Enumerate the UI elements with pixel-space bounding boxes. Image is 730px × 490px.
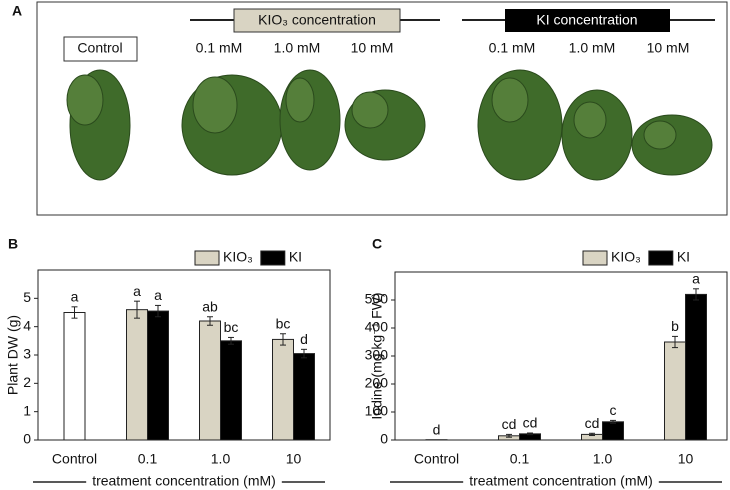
level-label: 0.1 mM	[489, 40, 536, 56]
ki-header-box	[505, 9, 670, 32]
x-tick-label: 0.1	[138, 451, 158, 467]
x-tick-label: 10	[286, 451, 302, 467]
significance-letter: cd	[502, 416, 517, 432]
y-tick-label: 0	[23, 431, 31, 447]
control-box	[63, 36, 138, 62]
panel-label: C	[372, 236, 382, 252]
bar	[199, 320, 221, 441]
plant-photos	[66, 69, 713, 181]
level-label: 0.1 mM	[196, 40, 243, 56]
significance-letter: cd	[585, 415, 600, 431]
bar	[126, 309, 148, 441]
kio3-header: KIO₃ concentration	[258, 12, 376, 28]
y-tick-label: 500	[365, 291, 389, 307]
significance-letter: ab	[202, 298, 218, 314]
significance-letter: a	[133, 283, 141, 299]
photo-frame	[36, 1, 728, 216]
y-tick-label: 2	[23, 374, 31, 390]
legend-label: KI	[677, 249, 690, 265]
panel-label: A	[12, 3, 22, 19]
significance-letter: c	[610, 402, 617, 418]
significance-letter: d	[433, 421, 441, 437]
bar	[272, 338, 294, 441]
significance-letter: b	[671, 318, 679, 334]
legend-label: KI	[289, 249, 302, 265]
y-tick-label: 400	[365, 319, 389, 335]
x-axis-title: treatment concentration (mM)	[469, 473, 653, 489]
level-label: 10 mM	[647, 40, 690, 56]
legend-swatch	[582, 250, 608, 266]
x-tick-label: 1.0	[593, 451, 613, 467]
bar	[602, 421, 624, 441]
bar	[63, 312, 86, 441]
significance-letter: a	[71, 289, 79, 305]
level-label: 1.0 mM	[274, 40, 321, 56]
bar	[220, 340, 242, 441]
x-tick-label: Control	[414, 451, 459, 467]
bar	[293, 353, 315, 441]
legend-swatch	[648, 250, 674, 266]
significance-letter: cd	[523, 415, 538, 431]
y-tick-label: 100	[365, 403, 389, 419]
y-tick-label: 0	[380, 431, 388, 447]
panel-label: B	[8, 236, 18, 252]
significance-letter: a	[692, 271, 700, 287]
x-tick-label: 1.0	[211, 451, 231, 467]
control-label: Control	[77, 40, 122, 56]
ki-header: KI concentration	[536, 12, 637, 28]
level-label: 1.0 mM	[569, 40, 616, 56]
bar	[147, 310, 169, 441]
y-tick-label: 5	[23, 289, 31, 305]
legend-swatch	[194, 250, 220, 266]
y-tick-label: 4	[23, 317, 31, 333]
y-tick-label: 3	[23, 346, 31, 362]
significance-letter: bc	[224, 319, 239, 335]
bar	[664, 341, 686, 441]
y-axis-title: Plant DW (g)	[5, 315, 21, 395]
x-tick-label: 10	[678, 451, 694, 467]
bar	[685, 293, 707, 441]
y-axis-title: Iodine (mg kg⁻¹ FW)	[369, 292, 385, 419]
y-tick-label: 300	[365, 347, 389, 363]
level-label: 10 mM	[351, 40, 394, 56]
significance-letter: bc	[276, 315, 291, 331]
legend-label: KIO₃	[611, 249, 641, 265]
significance-letter: a	[154, 287, 162, 303]
y-tick-label: 1	[23, 402, 31, 418]
y-tick-label: 200	[365, 375, 389, 391]
x-tick-label: 0.1	[510, 451, 530, 467]
legend-label: KIO₃	[223, 249, 253, 265]
significance-letter: d	[300, 331, 308, 347]
kio3-header-box	[233, 8, 401, 33]
x-tick-label: Control	[52, 451, 97, 467]
x-axis-title: treatment concentration (mM)	[92, 473, 276, 489]
legend-swatch	[260, 250, 286, 266]
